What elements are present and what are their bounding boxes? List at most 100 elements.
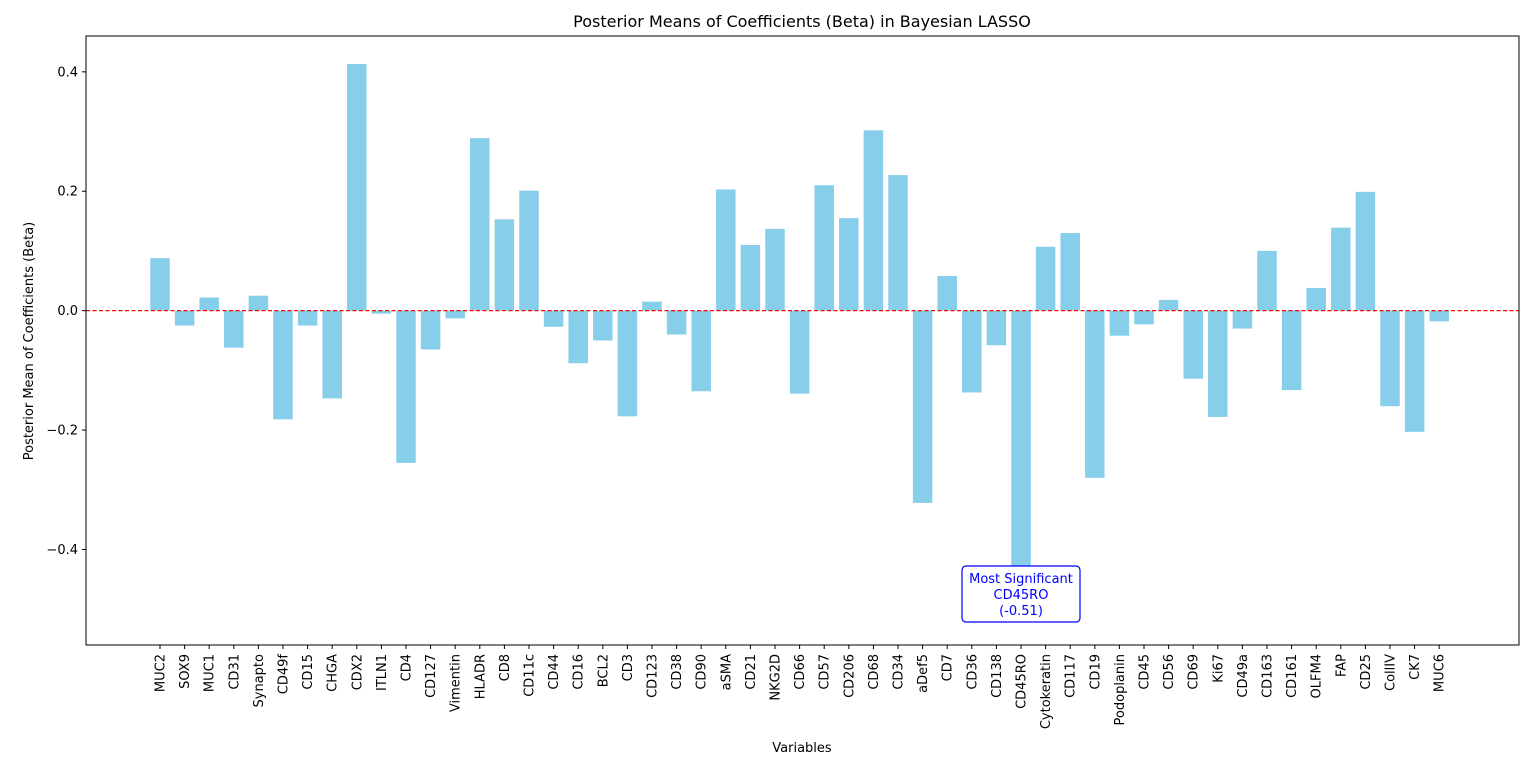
- y-tick-label: 0.4: [57, 65, 78, 80]
- bars-group: [150, 64, 1449, 616]
- plot-frame: [85, 35, 1520, 646]
- bar-muc1: [199, 297, 219, 311]
- bar-cd138: [986, 310, 1007, 346]
- bar-fap: [1331, 227, 1351, 311]
- x-tick-label: CD16: [572, 654, 587, 690]
- x-tick-label: HLADR: [473, 654, 488, 699]
- x-tick-label: CD36: [965, 654, 980, 690]
- bar-cd68: [863, 130, 884, 311]
- x-tick-label: CD44: [547, 654, 562, 690]
- x-tick-label: CD206: [842, 654, 857, 698]
- x-tick-label: Ki67: [1211, 654, 1226, 683]
- x-tick-label: Vimentin: [449, 654, 464, 712]
- x-tick-label: BCL2: [596, 654, 611, 687]
- bar-cd123: [642, 301, 662, 311]
- bar-cd8: [494, 219, 515, 311]
- bar-cd163: [1257, 250, 1277, 311]
- bar-ki67: [1208, 310, 1228, 417]
- bar-nkg2d: [765, 228, 785, 311]
- y-tick-label: 0.0: [57, 304, 78, 319]
- bar-cytokeratin: [1035, 246, 1056, 311]
- annotation-box: [961, 565, 1081, 623]
- x-tick-label: ITLN1: [375, 654, 390, 691]
- x-tick-label: CD56: [1162, 654, 1177, 690]
- bar-cd44: [543, 310, 564, 327]
- bar-chga: [322, 310, 342, 399]
- chart-title: Posterior Means of Coefficients (Beta) i…: [573, 12, 1031, 31]
- x-tick-label: CHGA: [326, 654, 341, 692]
- x-tick-label: CD138: [990, 654, 1005, 698]
- bar-cd206: [839, 218, 859, 311]
- x-tick-label: CD127: [424, 654, 439, 698]
- bar-cd49a: [1232, 310, 1253, 329]
- bar-ck7: [1404, 310, 1425, 432]
- y-axis-label: Posterior Mean of Coefficients (Beta): [22, 222, 37, 461]
- x-tick-label: CD8: [498, 654, 513, 681]
- x-tick-label: CD45: [1138, 654, 1153, 690]
- bar-cd49f: [273, 310, 293, 420]
- bar-cdx2: [347, 64, 367, 311]
- bar-synapto: [248, 295, 269, 311]
- bar-colliv: [1380, 310, 1400, 407]
- annotation-line: CD45RO: [994, 588, 1049, 603]
- x-tick-label: CD123: [646, 654, 661, 698]
- x-tick-label: CD49a: [1236, 654, 1251, 698]
- x-tick-label: CollIV: [1384, 654, 1399, 691]
- x-tick-label: CD15: [301, 654, 316, 690]
- bar-cd66: [789, 310, 810, 394]
- x-axis: MUC2 SOX9 MUC1 CD31 Synapto CD49f CD15 CHGA CDX2…: [154, 645, 1448, 729]
- bar-cd36: [962, 310, 982, 393]
- y-tick-label: 0.2: [57, 185, 78, 200]
- bar-cd45: [1134, 310, 1154, 325]
- x-tick-label: CD45RO: [1015, 654, 1030, 709]
- x-tick-label: aSMA: [719, 654, 734, 690]
- bar-muc6: [1429, 310, 1449, 322]
- x-tick-label: CD68: [867, 654, 882, 690]
- bar-itln1: [371, 310, 392, 314]
- x-tick-label: aDef5: [916, 654, 931, 693]
- bar-cd25: [1355, 191, 1376, 311]
- x-tick-label: FAP: [1334, 654, 1349, 677]
- y-tick-label: −0.4: [46, 543, 78, 558]
- x-tick-label: CD117: [1064, 654, 1079, 698]
- annotation-line: Most Significant: [969, 572, 1073, 587]
- annotation-line: (-0.51): [999, 604, 1043, 619]
- bar-cd15: [297, 310, 318, 326]
- x-tick-label: CD57: [818, 654, 833, 690]
- bar-cd57: [814, 185, 834, 311]
- x-tick-label: Podoplanin: [1113, 654, 1128, 725]
- bar-cd34: [888, 175, 908, 311]
- x-tick-label: CD161: [1285, 654, 1300, 698]
- x-tick-label: CD31: [227, 654, 242, 690]
- bar-podoplanin: [1109, 310, 1130, 336]
- x-tick-label: CD69: [1187, 654, 1202, 690]
- x-tick-label: NKG2D: [769, 654, 784, 701]
- bar-cd21: [740, 244, 761, 311]
- bar-vimentin: [445, 310, 465, 319]
- bar-adef5: [912, 310, 933, 503]
- x-tick-label: CD90: [695, 654, 710, 690]
- bar-cd31: [224, 310, 244, 348]
- x-tick-label: MUC6: [1433, 654, 1448, 692]
- x-tick-label: MUC2: [154, 654, 169, 692]
- x-tick-label: CK7: [1408, 654, 1423, 680]
- bar-cd11c: [519, 190, 539, 311]
- x-tick-label: CD49f: [277, 654, 292, 695]
- x-tick-label: CD38: [670, 654, 685, 690]
- bar-muc2: [150, 258, 170, 311]
- bar-asma: [716, 189, 736, 311]
- bar-cd127: [420, 310, 441, 350]
- x-axis-label: Variables: [772, 741, 832, 756]
- y-tick-label: −0.2: [46, 424, 78, 439]
- bar-cd117: [1060, 233, 1080, 311]
- bar-cd16: [568, 310, 588, 364]
- x-tick-label: CD4: [400, 654, 415, 681]
- bar-cd56: [1158, 299, 1179, 311]
- x-tick-label: CD11c: [523, 654, 538, 697]
- bar-cd7: [937, 276, 957, 311]
- bar-cd69: [1183, 310, 1203, 379]
- bar-olfm4: [1306, 287, 1326, 311]
- x-tick-label: MUC1: [203, 654, 218, 692]
- x-tick-label: CD21: [744, 654, 759, 690]
